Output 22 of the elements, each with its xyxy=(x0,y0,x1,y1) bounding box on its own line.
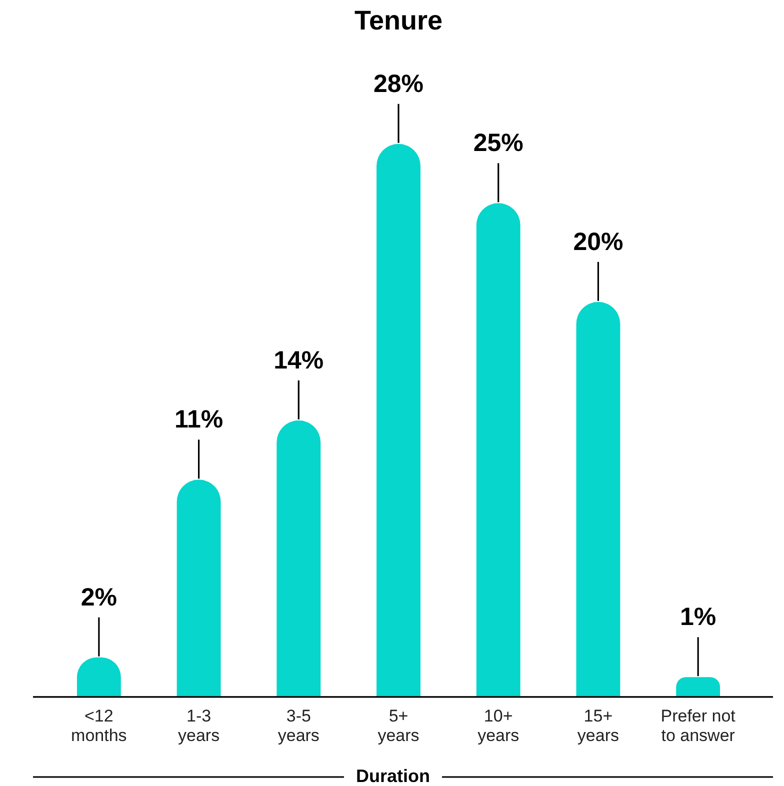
x-tick-label: 3-5 years xyxy=(278,706,320,745)
x-tick-label: 10+ years xyxy=(478,706,520,745)
x-tick-label: 1-3 years xyxy=(178,706,220,745)
bar xyxy=(176,480,221,697)
data-label: 25% xyxy=(473,129,524,158)
data-label: 20% xyxy=(573,228,624,256)
data-label: 28% xyxy=(373,70,424,98)
data-label: 14% xyxy=(274,346,324,374)
data-label: 1% xyxy=(680,603,716,632)
x-tick-label: <12 months xyxy=(71,706,127,745)
bar xyxy=(576,302,620,697)
bar xyxy=(276,420,321,697)
x-tick-label: Prefer not to answer xyxy=(660,706,736,745)
data-label: 2% xyxy=(80,583,117,612)
x-axis-title: Duration xyxy=(356,766,430,786)
bar xyxy=(376,144,420,697)
chart-title: Tenure xyxy=(354,6,443,36)
bar xyxy=(676,677,720,697)
x-tick-label: 5+ years xyxy=(378,706,420,745)
x-tick-label: 15+ years xyxy=(577,706,620,745)
data-label: 11% xyxy=(174,406,224,434)
bar xyxy=(476,203,520,697)
